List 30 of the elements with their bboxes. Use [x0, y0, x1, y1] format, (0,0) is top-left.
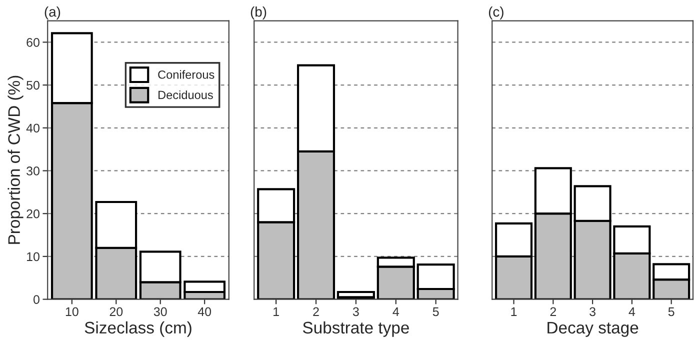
x-tick-label: 4 [392, 307, 399, 316]
x-axis-title: Sizeclass (cm) [84, 321, 192, 337]
x-tick-label: 5 [668, 307, 674, 316]
x-tick-label: 30 [154, 307, 167, 316]
x-tick-label: 2 [550, 307, 556, 316]
x-tick-label: 1 [511, 307, 517, 316]
x-axis-title: Substrate type [302, 321, 409, 337]
x-tick-label: 5 [432, 307, 439, 316]
y-tick-label: 40 [26, 124, 40, 133]
legend-label: Coniferous [158, 70, 214, 79]
x-tick-label: 10 [66, 307, 78, 316]
y-tick-label: 20 [26, 209, 40, 218]
y-axis-title: Proportion of CWD (%) [8, 76, 24, 244]
x-tick-label: 3 [590, 307, 596, 316]
x-tick-label: 4 [628, 307, 636, 316]
y-tick-label: 60 [26, 38, 40, 47]
x-tick-label: 40 [198, 307, 212, 316]
x-tick-label: 2 [313, 307, 319, 316]
x-tick-label: 1 [274, 307, 279, 316]
legend-label: Deciduous [158, 90, 213, 100]
y-tick-label: 10 [27, 252, 40, 262]
y-tick-label: 50 [26, 80, 40, 90]
x-tick-label: 20 [110, 307, 123, 316]
x-tick-label: 3 [352, 307, 359, 316]
x-axis-title: Decay stage [548, 322, 638, 337]
y-tick-label: 0 [34, 295, 40, 304]
y-tick-label: 30 [26, 166, 40, 176]
chart-title: (b) [250, 6, 266, 20]
chart-title: (a) [44, 6, 60, 20]
chart-title: (c) [488, 6, 504, 20]
